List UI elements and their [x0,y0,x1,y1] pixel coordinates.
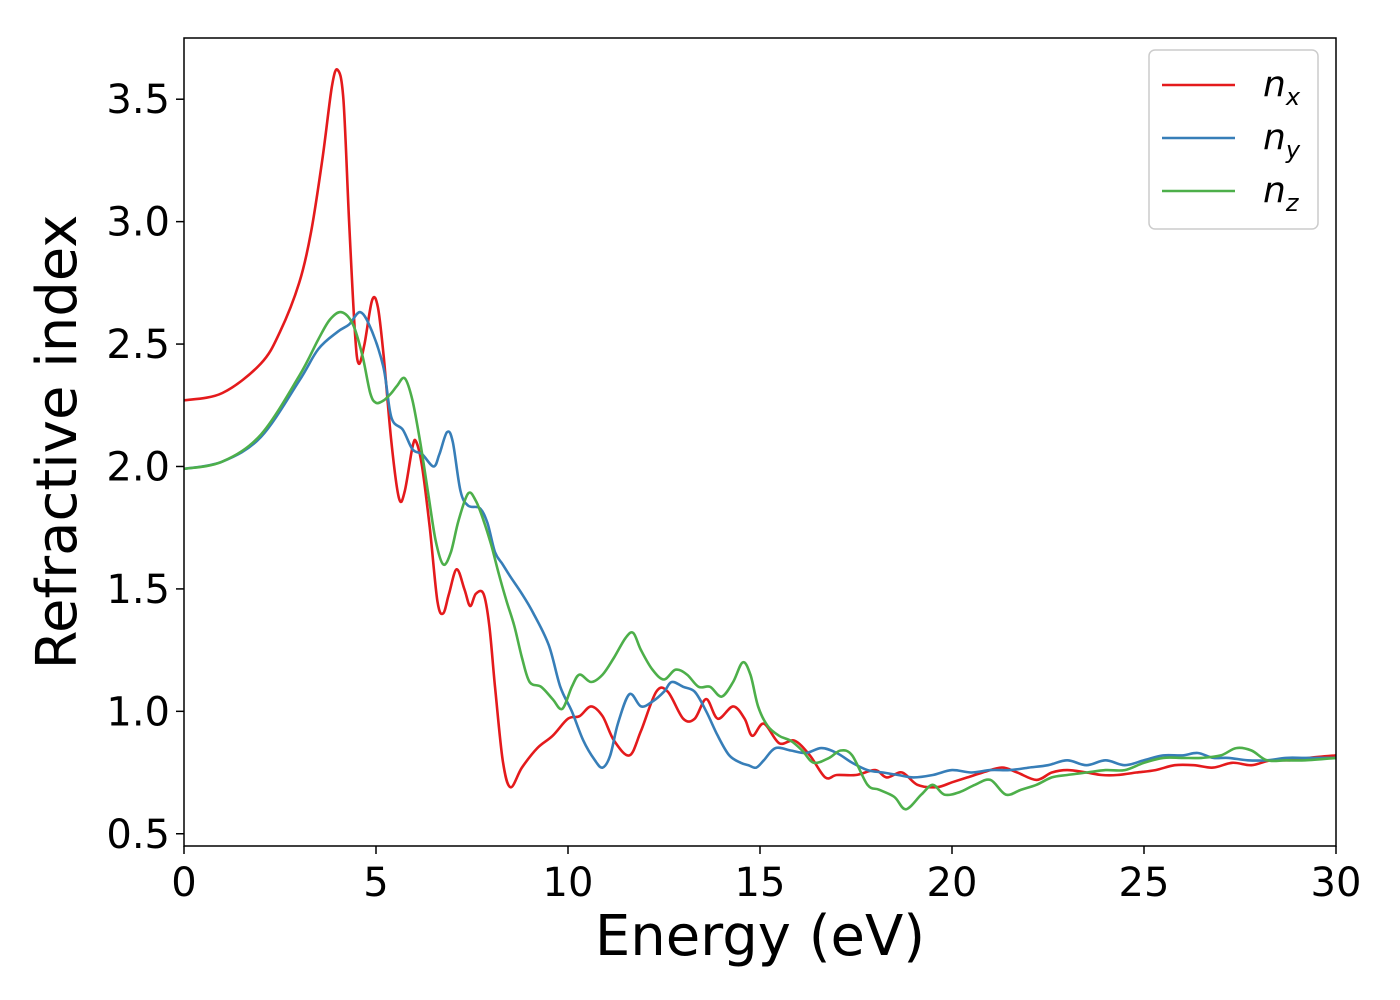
x-axis: 0 5 10 15 20 25 30 [171,846,1361,906]
legend: nx ny nz [1148,49,1319,230]
y-axis-label: Refractive index [25,215,90,670]
x-axis-label: Energy (eV) [595,904,925,969]
series-line-y [184,310,1336,779]
x-tick-label: 5 [363,860,388,906]
y-tick-label: 3.0 [106,200,170,246]
series-layer [184,68,1336,811]
y-tick-label: 1.0 [106,689,170,735]
x-tick-label: 0 [171,860,196,906]
series-line-x [184,68,1336,789]
legend-label-x: nx [1263,64,1301,111]
y-tick-label: 3.5 [106,77,170,123]
x-tick-label: 30 [1311,860,1362,906]
x-tick-label: 10 [543,860,594,906]
y-tick-label: 2.5 [106,322,170,368]
series-line-z [184,310,1336,811]
y-tick-label: 2.0 [106,444,170,490]
x-tick-label: 20 [927,860,978,906]
legend-box [1148,49,1319,230]
y-tick-label: 0.5 [106,812,170,858]
x-tick-label: 25 [1119,860,1170,906]
y-axis: 0.5 1.0 1.5 2.0 2.5 3.0 3.5 [106,77,184,858]
y-tick-label: 1.5 [106,567,170,613]
legend-label-z: nz [1263,170,1300,217]
legend-label-y: ny [1263,117,1301,164]
x-tick-label: 15 [735,860,786,906]
